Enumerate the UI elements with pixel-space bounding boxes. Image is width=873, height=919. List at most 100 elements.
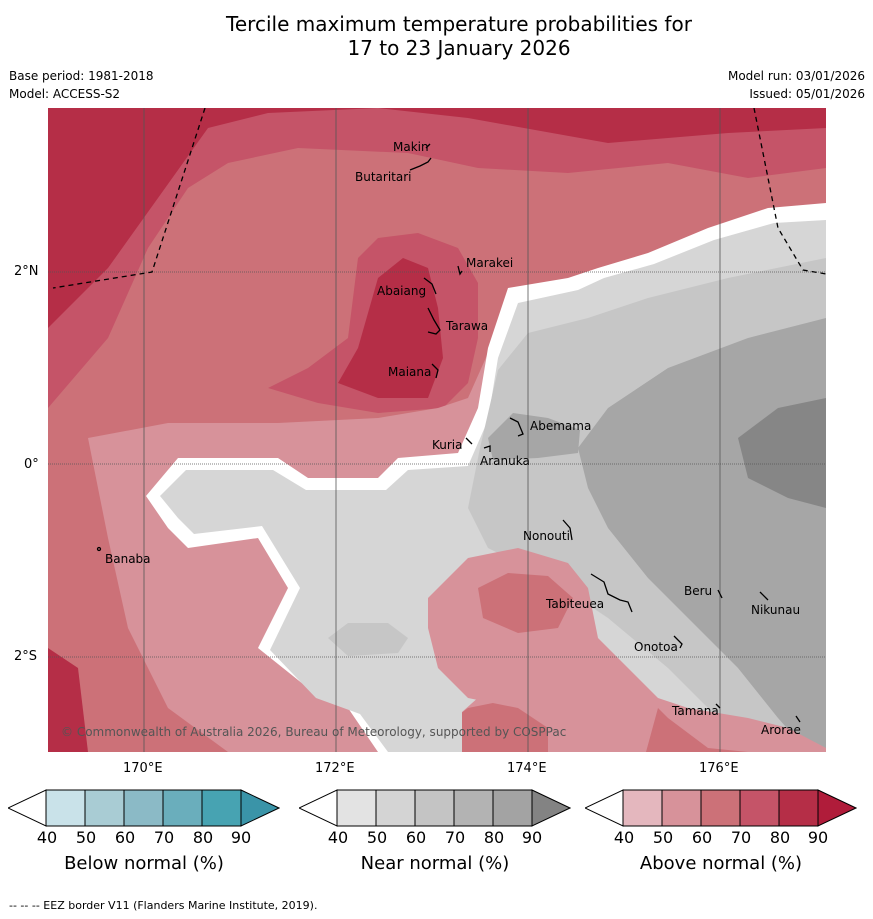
- islands: [96, 143, 801, 723]
- cb-below-tick: 80: [192, 828, 214, 847]
- island-maiana: [431, 363, 439, 379]
- region-near-80: [738, 398, 826, 508]
- island-onotoa: [673, 635, 683, 649]
- meta-right: Model run: 03/01/2026 Issued: 05/01/2026: [728, 67, 865, 103]
- island-makin: [425, 143, 431, 149]
- colorbar-below-70: [162, 789, 203, 827]
- colorbar-below-high-arrow: [240, 789, 280, 827]
- base-period: Base period: 1981-2018: [9, 69, 154, 83]
- label-tamana: Tamana: [671, 704, 719, 718]
- label-makin: Makin: [393, 140, 429, 154]
- island-arorae: [795, 715, 801, 723]
- cb-near-tick: 60: [405, 828, 427, 847]
- colorbar-above-high-arrow: [817, 789, 857, 827]
- island-nikunau: [759, 591, 769, 601]
- title-line-2: 17 to 23 January 2026: [347, 36, 571, 60]
- region-near-60-sw: [328, 623, 408, 656]
- label-tabiteuea: Tabiteuea: [545, 597, 604, 611]
- colorbar-below-title: Below normal (%): [64, 853, 224, 874]
- colorbar-below-40: [45, 789, 86, 827]
- colorbar-above-60: [700, 789, 741, 827]
- issued-date: Issued: 05/01/2026: [749, 87, 865, 101]
- region-above-80-core: [338, 258, 443, 398]
- colorbar-below-60: [123, 789, 164, 827]
- label-aranuka: Aranuka: [480, 454, 530, 468]
- cb-near-tick: 50: [366, 828, 388, 847]
- label-kuria: Kuria: [432, 438, 463, 452]
- colorbar-below-80: [201, 789, 242, 827]
- island-butaritari: [409, 157, 432, 171]
- eez-footnote: -- -- -- EEZ border V11 (Flanders Marine…: [9, 899, 318, 912]
- map-svg: Makin Butaritari Marakei Abaiang Tarawa …: [48, 108, 826, 752]
- colorbar-near-60: [414, 789, 455, 827]
- island-beru: [717, 589, 723, 599]
- lon-label-170: 170°E: [123, 761, 163, 776]
- region-above-60-pocket: [478, 573, 573, 633]
- colorbar-near: [299, 789, 571, 827]
- cb-above-tick: 80: [769, 828, 791, 847]
- cb-below-tick: 70: [153, 828, 175, 847]
- colorbar-below: [8, 789, 280, 827]
- label-banaba: Banaba: [105, 552, 151, 566]
- label-nonouti: Nonouti: [523, 529, 570, 543]
- colorbar-below-50: [84, 789, 125, 827]
- colorbar-near-50: [375, 789, 416, 827]
- cb-above-tick: 70: [730, 828, 752, 847]
- place-labels: Makin Butaritari Marakei Abaiang Tarawa …: [105, 140, 801, 737]
- region-above-80: [48, 108, 826, 328]
- lon-label-176: 176°E: [699, 761, 739, 776]
- label-beru: Beru: [684, 584, 712, 598]
- colorbar-near-high-arrow: [531, 789, 571, 827]
- cb-near-tick: 40: [327, 828, 349, 847]
- colorbar-near-80: [492, 789, 533, 827]
- label-arorae: Arorae: [761, 723, 801, 737]
- island-abemama: [509, 417, 524, 437]
- lat-label-0: 0°: [24, 457, 39, 472]
- cb-near-tick: 80: [483, 828, 505, 847]
- island-tamana: [715, 703, 721, 709]
- label-abaiang: Abaiang: [377, 284, 426, 298]
- cb-near-tick: 90: [521, 828, 543, 847]
- eez-borders: [52, 108, 826, 289]
- graticule-lon: [143, 108, 721, 752]
- region-above-80-south: [48, 648, 88, 752]
- island-tarawa: [427, 307, 441, 335]
- label-tarawa: Tarawa: [445, 319, 488, 333]
- colorbar-near-low-arrow: [299, 789, 338, 827]
- label-maiana: Maiana: [388, 365, 431, 379]
- colorbar-above-80: [778, 789, 819, 827]
- colorbar-near-title: Near normal (%): [360, 853, 510, 874]
- colorbar-above-40: [622, 789, 663, 827]
- cb-below-tick: 50: [75, 828, 97, 847]
- cb-below-tick: 90: [230, 828, 252, 847]
- island-banaba: [96, 546, 102, 552]
- copyright-notice: © Commonwealth of Australia 2026, Bureau…: [61, 725, 566, 739]
- label-butaritari: Butaritari: [355, 170, 412, 184]
- label-onotoa: Onotoa: [634, 640, 678, 654]
- lat-label-2s: 2°S: [14, 649, 38, 664]
- label-marakei: Marakei: [466, 256, 513, 270]
- map-panel: Makin Butaritari Marakei Abaiang Tarawa …: [48, 108, 826, 752]
- island-kuria: [465, 437, 473, 445]
- cb-below-tick: 60: [114, 828, 136, 847]
- lon-label-174: 174°E: [507, 761, 547, 776]
- lat-label-2n: 2°N: [14, 264, 39, 279]
- model-name: Model: ACCESS-S2: [9, 87, 121, 101]
- colorbar-above-low-arrow: [585, 789, 624, 827]
- island-tabiteuea: [590, 573, 633, 613]
- colorbar-below-low-arrow: [8, 789, 47, 827]
- region-above-60-tamana: [646, 708, 748, 752]
- cb-above-tick: 50: [652, 828, 674, 847]
- title-line-1: Tercile maximum temperature probabilitie…: [226, 12, 692, 36]
- lon-label-172: 172°E: [315, 761, 355, 776]
- graticule: [48, 271, 826, 658]
- cb-above-tick: 40: [613, 828, 635, 847]
- eez-border-east: [753, 108, 826, 275]
- colorbar-above-50: [661, 789, 702, 827]
- colorbar-above: [585, 789, 857, 827]
- colorbar-near-70: [453, 789, 494, 827]
- island-abaiang: [423, 277, 437, 295]
- island-aranuka: [483, 445, 491, 452]
- cb-near-tick: 70: [444, 828, 466, 847]
- label-nikunau: Nikunau: [751, 603, 800, 617]
